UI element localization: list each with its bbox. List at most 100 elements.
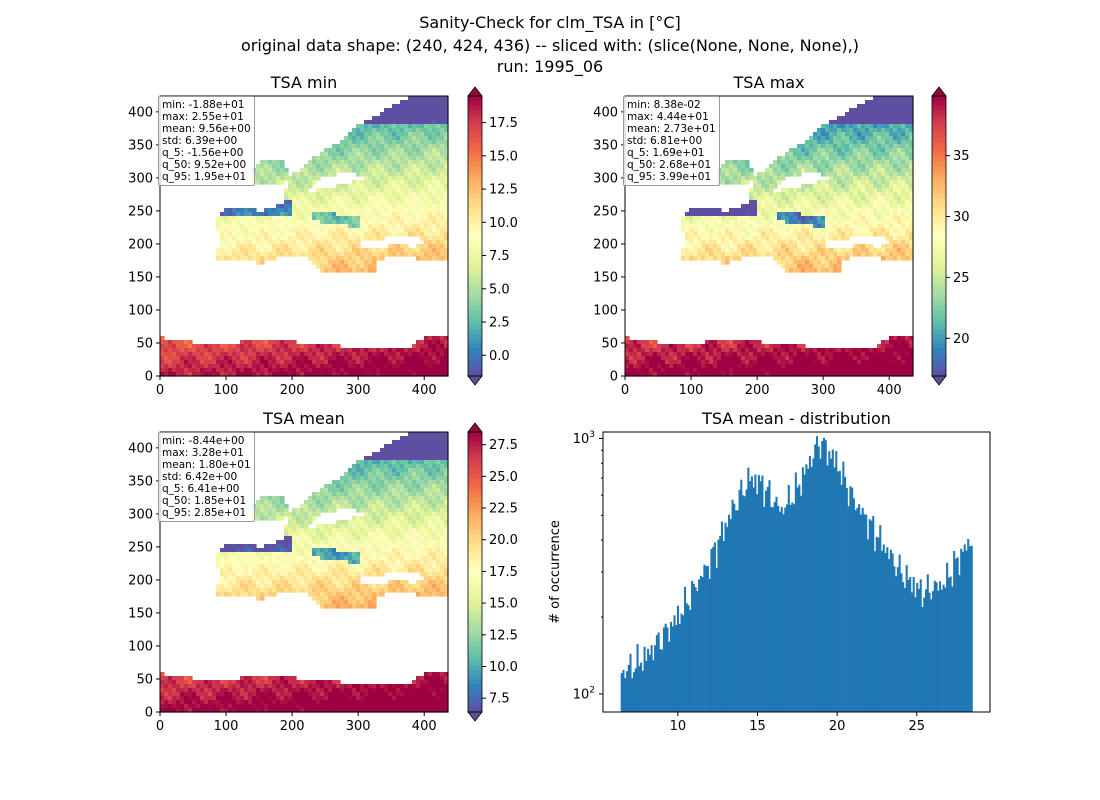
heatmap-cell	[408, 448, 413, 453]
heatmap-cell	[745, 240, 750, 245]
heatmap-cell	[320, 160, 325, 165]
heatmap-cell	[853, 368, 858, 373]
heatmap-cell	[236, 368, 241, 373]
heatmap-cell	[400, 168, 405, 173]
heatmap-cell	[432, 152, 437, 157]
y-tick-label: 400	[593, 105, 618, 120]
heatmap-cell	[332, 348, 337, 353]
colorbar-band	[468, 366, 482, 372]
heatmap-cell	[336, 368, 341, 373]
heatmap-cell	[725, 172, 730, 177]
heatmap-cell	[404, 244, 409, 249]
heatmap-cell	[340, 348, 345, 353]
heatmap-cell	[869, 352, 874, 357]
heatmap-cell	[769, 228, 774, 233]
heatmap-cell	[797, 248, 802, 253]
heatmap-cell	[897, 172, 902, 177]
heatmap-cell	[436, 440, 441, 445]
heatmap-cell	[821, 216, 826, 221]
heatmap-cell	[753, 248, 758, 253]
heatmap-cell	[168, 360, 173, 365]
heatmap-cell	[412, 172, 417, 177]
heatmap-cell	[825, 188, 830, 193]
heatmap-cell	[801, 192, 806, 197]
heatmap-cell	[408, 104, 413, 109]
heatmap-cell	[224, 368, 229, 373]
colorbar-frame	[467, 95, 483, 377]
heatmap-cell	[873, 360, 878, 365]
y-tick-label: 0	[610, 370, 618, 385]
heatmap-cell	[388, 200, 393, 205]
heatmap-cell	[757, 204, 762, 209]
heatmap-cell	[813, 160, 818, 165]
heatmap-cell	[404, 436, 409, 441]
heatmap-cell	[889, 348, 894, 353]
heatmap-cell	[905, 128, 910, 133]
heatmap-cell	[412, 204, 417, 209]
heatmap-cell	[773, 364, 778, 369]
heatmap-cell	[380, 224, 385, 229]
heatmap-cell	[436, 172, 441, 177]
heatmap-cell	[865, 108, 870, 113]
heatmap-cell	[737, 180, 742, 185]
heatmap-cell	[805, 196, 810, 201]
heatmap-cell	[324, 172, 329, 177]
heatmap-cell	[384, 152, 389, 157]
heatmap-cell	[384, 176, 389, 181]
heatmap-cell	[721, 180, 726, 185]
heatmap-cell	[901, 100, 906, 105]
heatmap-cell	[248, 252, 253, 257]
heatmap-cell	[400, 440, 405, 445]
heatmap-cell	[845, 208, 850, 213]
heatmap-cell	[893, 164, 898, 169]
heatmap-cell	[833, 252, 838, 257]
heatmap-cell	[777, 180, 782, 185]
heatmap-cell	[701, 236, 706, 241]
heatmap-cell	[384, 228, 389, 233]
heatmap-cell	[444, 96, 449, 101]
heatmap-cell	[396, 140, 401, 145]
heatmap-cell	[665, 348, 670, 353]
heatmap-cell	[681, 344, 686, 349]
heatmap-cell	[853, 248, 858, 253]
heatmap-cell	[340, 200, 345, 205]
heatmap-cell	[160, 364, 165, 369]
heatmap-cell	[412, 128, 417, 133]
heatmap-cell	[440, 364, 445, 369]
heatmap-cell	[444, 200, 449, 205]
heatmap-cell	[821, 172, 826, 177]
heatmap-cell	[248, 240, 253, 245]
heatmap-cell	[873, 208, 878, 213]
heatmap-cell	[797, 204, 802, 209]
heatmap-cell	[392, 440, 397, 445]
heatmap-cell	[188, 356, 193, 361]
heatmap-cell	[272, 356, 277, 361]
heatmap-cell	[372, 216, 377, 221]
heatmap-cell	[388, 208, 393, 213]
heatmap-cell	[785, 188, 790, 193]
heatmap-cell	[284, 168, 289, 173]
heatmap-cell	[745, 212, 750, 217]
colorbar-tick-label: 7.5	[489, 249, 510, 264]
heatmap-cell	[865, 132, 870, 137]
heatmap-cell	[889, 120, 894, 125]
heatmap-cell	[324, 240, 329, 245]
heatmap-cell	[685, 344, 690, 349]
heatmap-cell	[428, 212, 433, 217]
heatmap-cell	[416, 252, 421, 257]
colorbar-band	[468, 250, 482, 256]
colorbar-band	[932, 306, 946, 312]
heatmap-cell	[380, 120, 385, 125]
heatmap-cell	[849, 216, 854, 221]
heatmap-cell	[332, 352, 337, 357]
heatmap-cell	[629, 356, 634, 361]
heatmap-cell	[408, 364, 413, 369]
heatmap-cell	[352, 184, 357, 189]
heatmap-cell	[837, 208, 842, 213]
heatmap-cell	[765, 248, 770, 253]
heatmap-cell	[805, 184, 810, 189]
heatmap-cell	[765, 228, 770, 233]
heatmap-cell	[424, 248, 429, 253]
heatmap-cell	[436, 368, 441, 373]
heatmap-cell	[376, 164, 381, 169]
